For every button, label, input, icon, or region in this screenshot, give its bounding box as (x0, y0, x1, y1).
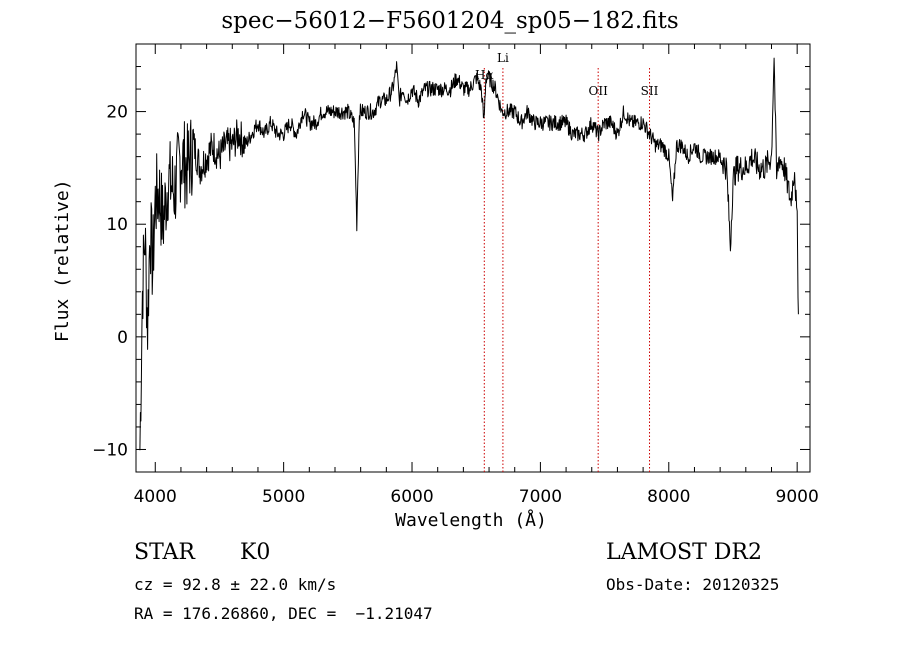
x-tick-label: 5000 (262, 487, 305, 507)
survey-label: LAMOST DR2 (606, 540, 762, 565)
y-tick-label: −10 (92, 440, 128, 460)
redshift-readout: cz = 92.8 ± 22.0 km/s (134, 575, 337, 594)
line-marker-label: Li (497, 51, 509, 65)
x-tick-label: 8000 (647, 487, 690, 507)
class-label: STAR (134, 540, 195, 565)
line-marker-label: SII (641, 84, 659, 98)
x-axis-label: Wavelength (Å) (395, 510, 547, 531)
y-tick-label: 10 (106, 215, 128, 235)
x-tick-label: 9000 (776, 487, 819, 507)
x-tick-label: 7000 (519, 487, 562, 507)
subclass-label: K0 (240, 540, 271, 565)
coordinates-readout: RA = 176.26860, DEC = −1.21047 (134, 604, 433, 623)
y-tick-label: 0 (117, 328, 128, 348)
x-tick-label: 6000 (390, 487, 433, 507)
chart-title: spec−56012−F5601204_sp05−182.fits (221, 8, 679, 34)
x-tick-label: 4000 (134, 487, 177, 507)
observation-date: Obs-Date: 20120325 (606, 575, 780, 594)
line-marker-label: OII (589, 84, 609, 98)
spectrum-line (139, 57, 799, 451)
plot-frame (135, 43, 811, 473)
y-tick-label: 20 (106, 103, 128, 123)
